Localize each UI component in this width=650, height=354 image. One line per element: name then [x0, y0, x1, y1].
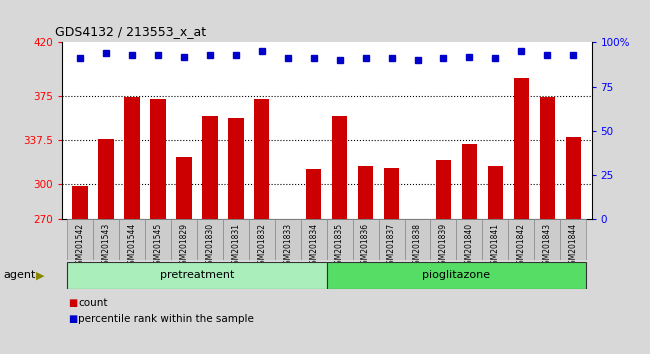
Bar: [93, 219, 119, 260]
Bar: [150, 99, 166, 219]
Bar: [67, 262, 327, 289]
Text: percentile rank within the sample: percentile rank within the sample: [78, 314, 254, 324]
Text: GSM201834: GSM201834: [309, 223, 318, 269]
Text: count: count: [78, 298, 107, 308]
Text: GSM201838: GSM201838: [413, 223, 422, 269]
Text: GSM201544: GSM201544: [127, 223, 136, 269]
Bar: [332, 116, 347, 219]
Text: GSM201833: GSM201833: [283, 223, 292, 269]
Text: pretreatment: pretreatment: [160, 270, 234, 280]
Text: GSM201839: GSM201839: [439, 223, 448, 269]
Bar: [327, 219, 352, 260]
Bar: [508, 219, 534, 260]
Bar: [534, 219, 560, 260]
Bar: [456, 219, 482, 260]
Text: GSM201840: GSM201840: [465, 223, 474, 269]
Bar: [540, 97, 555, 219]
Bar: [436, 160, 451, 219]
Bar: [249, 219, 275, 260]
Bar: [482, 219, 508, 260]
Bar: [254, 99, 270, 219]
Text: GSM201835: GSM201835: [335, 223, 344, 269]
Bar: [560, 219, 586, 260]
Bar: [223, 219, 249, 260]
Text: GSM201829: GSM201829: [179, 223, 188, 269]
Bar: [352, 219, 378, 260]
Bar: [98, 139, 114, 219]
Text: GSM201837: GSM201837: [387, 223, 396, 269]
Text: GSM201836: GSM201836: [361, 223, 370, 269]
Bar: [566, 137, 581, 219]
Bar: [488, 166, 503, 219]
Text: GDS4132 / 213553_x_at: GDS4132 / 213553_x_at: [55, 25, 207, 38]
Bar: [145, 219, 171, 260]
Bar: [171, 219, 197, 260]
Bar: [119, 219, 145, 260]
Text: ■: ■: [68, 298, 77, 308]
Text: pioglitazone: pioglitazone: [422, 270, 491, 280]
Text: GSM201844: GSM201844: [569, 223, 578, 269]
Bar: [404, 219, 430, 260]
Bar: [228, 118, 244, 219]
Bar: [301, 219, 327, 260]
Bar: [176, 157, 192, 219]
Bar: [202, 116, 218, 219]
Bar: [197, 219, 223, 260]
Bar: [124, 97, 140, 219]
Text: GSM201832: GSM201832: [257, 223, 266, 269]
Text: ■: ■: [68, 314, 77, 324]
Text: GSM201542: GSM201542: [75, 223, 84, 269]
Bar: [275, 219, 301, 260]
Bar: [358, 166, 373, 219]
Bar: [67, 219, 93, 260]
Text: GSM201830: GSM201830: [205, 223, 214, 269]
Text: GSM201842: GSM201842: [517, 223, 526, 269]
Text: ▶: ▶: [36, 270, 44, 280]
Text: GSM201545: GSM201545: [153, 223, 162, 269]
Bar: [462, 144, 477, 219]
Text: GSM201831: GSM201831: [231, 223, 240, 269]
Bar: [72, 187, 88, 219]
Text: agent: agent: [3, 270, 36, 280]
Text: GSM201843: GSM201843: [543, 223, 552, 269]
Bar: [327, 262, 586, 289]
Bar: [378, 219, 404, 260]
Bar: [430, 219, 456, 260]
Bar: [306, 169, 322, 219]
Text: GSM201543: GSM201543: [101, 223, 111, 269]
Bar: [384, 167, 399, 219]
Bar: [514, 78, 529, 219]
Text: GSM201841: GSM201841: [491, 223, 500, 269]
